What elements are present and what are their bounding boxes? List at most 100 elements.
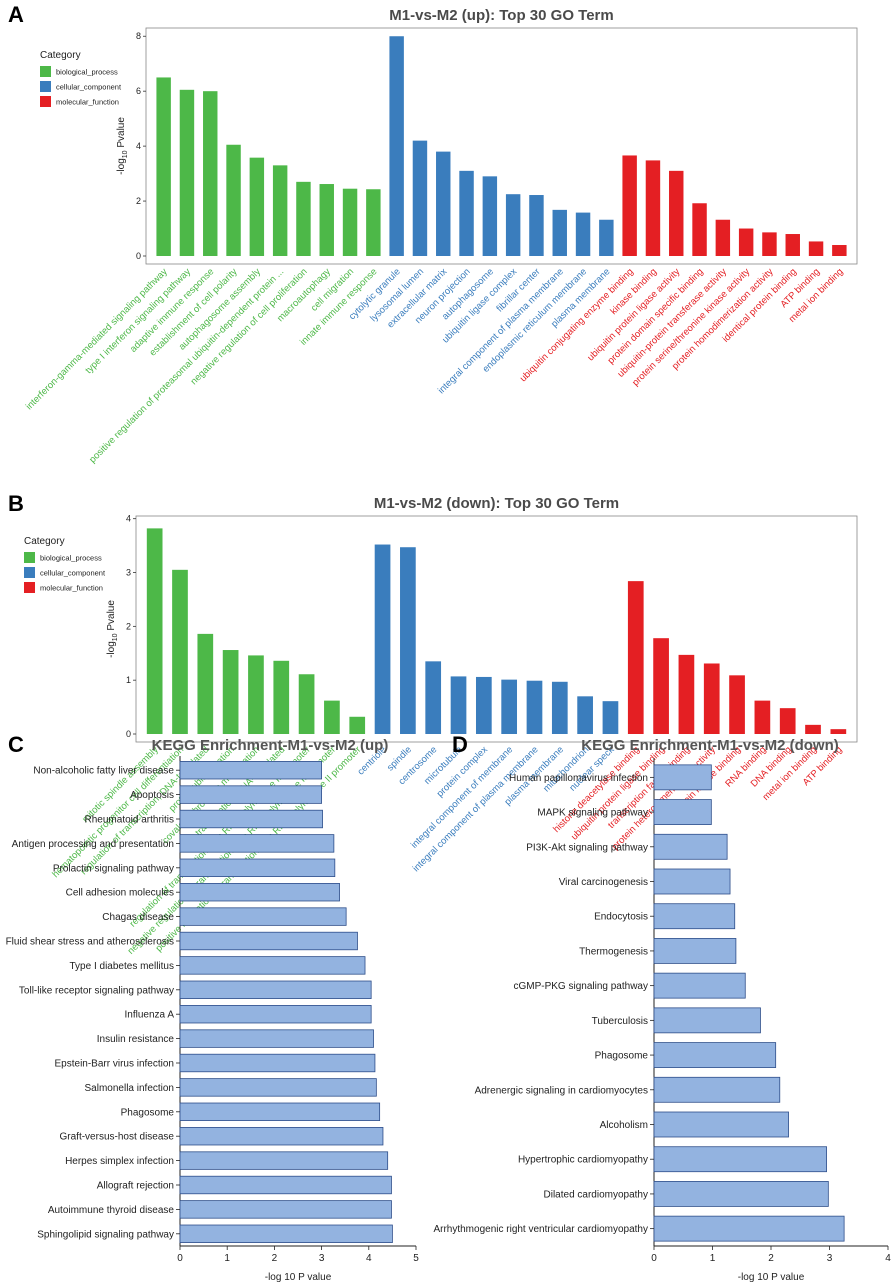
legend-swatch [40, 96, 51, 107]
category-label: cGMP-PKG signaling pathway [513, 981, 648, 992]
category-label: Influenza A [125, 1010, 175, 1021]
legend-entry: cellular_component [56, 83, 122, 92]
bar [436, 151, 451, 256]
bar [653, 868, 731, 895]
bar [577, 696, 593, 734]
bar [832, 245, 847, 256]
bar [482, 176, 498, 256]
bar [179, 785, 323, 804]
bar [179, 1127, 384, 1146]
bar [505, 194, 521, 256]
bar [599, 219, 614, 256]
bar [179, 1078, 377, 1097]
bar [179, 1151, 389, 1170]
bar [762, 232, 777, 256]
category-label: Herpes simplex infection [65, 1156, 174, 1167]
bar [715, 219, 731, 256]
bar [249, 157, 265, 256]
bar [296, 181, 311, 256]
bar [172, 569, 188, 734]
bar [653, 938, 737, 964]
bar [203, 91, 218, 256]
category-label: Tuberculosis [592, 1016, 648, 1027]
bar [653, 1076, 781, 1103]
bar [179, 1102, 381, 1121]
bar [389, 36, 404, 256]
bar [179, 931, 358, 951]
y-tick-label: 0 [136, 251, 141, 261]
category-label: MAPK signaling pathway [537, 808, 648, 819]
bar [805, 724, 821, 734]
bar [622, 155, 637, 256]
x-tick-label: 5 [413, 1253, 419, 1264]
category-label: Rheumatoid arthritis [85, 815, 174, 826]
chart-title: M1-vs-M2 (up): Top 30 GO Term [389, 7, 613, 24]
category-label: Insulin resistance [97, 1034, 175, 1045]
category-label: Phagosome [595, 1051, 649, 1062]
y-axis-label-sub: 10 [122, 150, 129, 158]
bar [551, 681, 568, 734]
bar [627, 581, 644, 734]
category-label: Apoptosis [130, 790, 174, 801]
category-label: Type I diabetes mellitus [70, 961, 175, 972]
bar [222, 650, 239, 734]
bar [366, 189, 381, 256]
bar [785, 234, 800, 256]
legend-entry: molecular_function [56, 98, 119, 107]
bar [459, 170, 474, 256]
bar [412, 140, 428, 256]
x-tick-label: 4 [885, 1253, 891, 1264]
bar [319, 184, 334, 256]
bar [692, 203, 707, 256]
category-label: PI3K-Akt signaling pathway [526, 842, 648, 853]
y-axis-label-prefix: -log [116, 158, 127, 175]
y-axis-label-suffix: Pvalue [116, 117, 127, 151]
legend-swatch [40, 66, 51, 77]
chart-title: M1-vs-M2 (down): Top 30 GO Term [374, 495, 619, 512]
panel-letter: D [452, 732, 468, 757]
panel-letter: A [8, 2, 24, 27]
category-label: Epstein-Barr virus infection [55, 1059, 175, 1070]
bar [669, 170, 684, 256]
bar [450, 676, 467, 734]
y-tick-label: 4 [136, 141, 141, 151]
y-axis-label-prefix: -log [106, 641, 117, 658]
category-label: Prolactin signaling pathway [53, 863, 174, 874]
legend-swatch [24, 582, 35, 593]
x-tick-label: 1 [224, 1253, 230, 1264]
chart-title: KEGG Enrichment-M1-vs-M2 (up) [152, 737, 389, 754]
category-label: Hypertrophic cardiomyopathy [518, 1155, 648, 1166]
y-tick-label: 4 [126, 514, 131, 524]
bar [529, 195, 544, 256]
category-label: Cell adhesion molecules [66, 888, 174, 899]
bar [653, 903, 736, 930]
y-axis-label: -log10 Pvalue [106, 600, 119, 658]
bar [179, 761, 323, 780]
bar [179, 907, 347, 926]
bar [179, 980, 372, 999]
category-label: Autoimmune thyroid disease [48, 1205, 175, 1216]
bar [179, 1053, 376, 1073]
bar [526, 680, 543, 734]
x-tick-label: 0 [177, 1253, 183, 1264]
bar [374, 544, 391, 734]
legend-entry: biological_process [40, 554, 102, 563]
bar [575, 212, 591, 256]
category-label: Allograft rejection [97, 1181, 174, 1192]
bar [703, 663, 720, 734]
bar [645, 160, 661, 256]
bar [779, 708, 796, 734]
bar [653, 764, 712, 791]
bar [653, 1042, 777, 1068]
chart-title: KEGG Enrichment-M1-vs-M2 (down) [581, 737, 839, 754]
x-tick-label: 4 [366, 1253, 372, 1264]
legend-swatch [40, 81, 51, 92]
bar [830, 729, 847, 734]
category-label: Alcoholism [600, 1120, 648, 1131]
category-label: Human papillomavirus infection [509, 773, 648, 784]
bar [738, 228, 754, 256]
bar [179, 89, 195, 257]
bar [678, 654, 695, 734]
bar [226, 144, 241, 256]
bar [349, 716, 366, 734]
